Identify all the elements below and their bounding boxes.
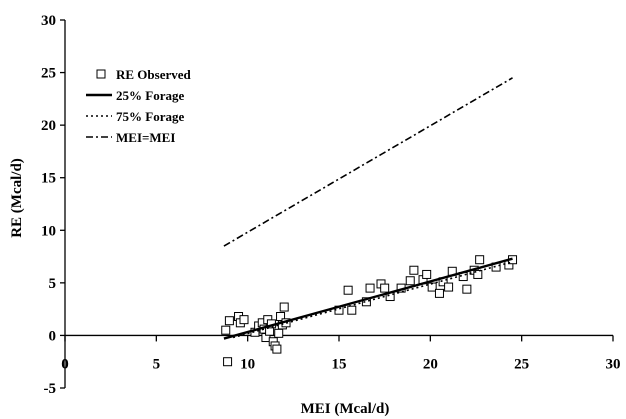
data-point: [265, 326, 275, 336]
y-tick-label: 15: [41, 171, 56, 187]
legend: RE Observed 25% Forage 75% Forage MEI=MEI: [86, 67, 192, 145]
data-point: [239, 315, 249, 325]
y-tick-label: 30: [41, 13, 56, 29]
legend-label: 25% Forage: [116, 88, 184, 103]
data-point: [444, 282, 454, 292]
x-axis-title: MEI (Mcal/d): [301, 401, 390, 417]
data-point: [380, 283, 390, 293]
data-point: [475, 255, 485, 265]
y-tick-label: 5: [49, 276, 57, 292]
x-tick-label: 30: [606, 356, 621, 372]
data-point: [434, 288, 444, 298]
x-tick-label: 15: [332, 356, 347, 372]
series-re-observed: [221, 255, 518, 367]
data-point: [343, 285, 353, 295]
plot-area: [221, 77, 518, 367]
data-point: [361, 297, 371, 307]
y-tick-label: 25: [41, 66, 56, 82]
data-point: [365, 283, 375, 293]
x-tick-label: 0: [61, 356, 69, 372]
series-line: [223, 77, 513, 247]
data-point: [405, 276, 415, 286]
legend-item: 75% Forage: [86, 109, 184, 124]
series-line: [223, 257, 513, 340]
y-tick-label: 20: [41, 118, 56, 134]
legend-item: RE Observed: [96, 67, 192, 82]
y-tick-label: -5: [44, 381, 57, 397]
x-tick-label: 20: [423, 356, 438, 372]
legend-marker: [96, 69, 106, 79]
data-point: [409, 265, 419, 275]
data-point: [422, 269, 432, 279]
legend-label: 75% Forage: [116, 109, 184, 124]
x-tick-label: 5: [153, 356, 161, 372]
legend-label: RE Observed: [116, 67, 192, 82]
legend-label: MEI=MEI: [116, 130, 175, 145]
data-point: [221, 325, 231, 335]
data-point: [223, 357, 233, 367]
data-point: [462, 284, 472, 294]
data-point: [347, 305, 357, 315]
legend-item: MEI=MEI: [86, 130, 175, 145]
y-tick-label: 0: [49, 328, 57, 344]
data-point: [272, 344, 282, 354]
data-point: [279, 302, 289, 312]
data-point: [224, 316, 234, 326]
y-axis-title: RE (Mcal/d): [9, 158, 25, 238]
series-line: [232, 261, 513, 339]
y-tick-label: 10: [41, 223, 56, 239]
data-point: [473, 269, 483, 279]
x-tick-label: 10: [240, 356, 255, 372]
data-point: [274, 328, 284, 338]
legend-item: 25% Forage: [86, 88, 184, 103]
x-tick-label: 25: [514, 356, 529, 372]
